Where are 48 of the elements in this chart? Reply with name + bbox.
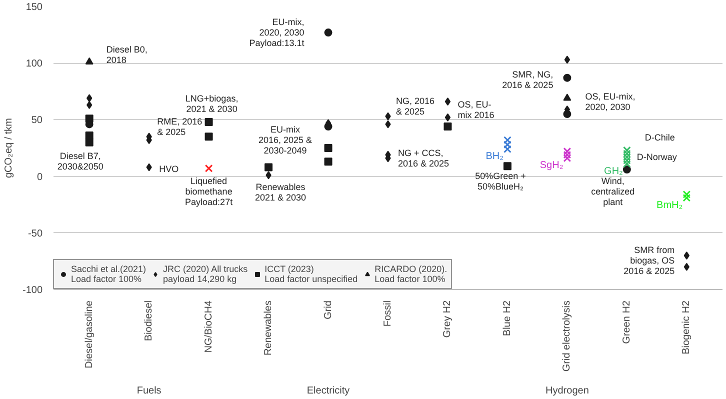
- legend-label: RICARDO (2020). Load factor 100%: [374, 264, 448, 284]
- x-tick-label: Fossil: [382, 300, 394, 327]
- annotation: Wind, centralized plant: [591, 176, 635, 208]
- annotation: EU-mix, 2020, 2030 Payload:13.1t: [249, 17, 305, 48]
- series-label: BH₂: [486, 151, 504, 162]
- annotation: SMR from biogas, OS 2016 & 2025: [624, 245, 675, 276]
- text: Hydrogen: [546, 386, 589, 396]
- annotation: OS, EU-mix, 2020, 2030: [585, 91, 636, 112]
- legend-label: JRC (2020) All trucks payload 14,290 kg: [163, 264, 248, 284]
- series-label: SgH₂: [540, 160, 564, 172]
- annotation: SMR, NG, 2016 & 2025: [502, 70, 554, 90]
- annotation: RME, 2016 & 2025: [157, 116, 202, 137]
- annotation: NG + CCS, 2016 & 2025: [398, 148, 450, 168]
- annotation: LNG+biogas, 2021 & 2030: [185, 94, 238, 114]
- annotation: Diesel B0, 2018: [106, 44, 148, 66]
- y-tick-label: -50: [28, 228, 43, 240]
- x-tick-label: Biodiesel: [144, 300, 155, 342]
- annotation: NG, 2016 & 2025: [396, 96, 435, 117]
- y-tick-label: 50: [31, 115, 43, 126]
- x-tick-label: Biogenic H2: [681, 300, 692, 354]
- x-tick-label: Renewables: [263, 300, 274, 356]
- annotation: Diesel B7, 2030&2050: [57, 151, 104, 172]
- y-tick-label: 100: [26, 58, 43, 70]
- x-tick-label: Grid electrolysis: [562, 300, 573, 372]
- y-tick-label: 0: [36, 172, 43, 183]
- annotation: D-Norway: [636, 152, 678, 162]
- annotation: 50%Green + 50%BlueH₂: [475, 170, 526, 192]
- text: Electricity: [306, 386, 350, 396]
- x-tick-label: Diesel/gasoline: [84, 300, 95, 368]
- y-axis-title: gCO₂eq / tkm: [3, 118, 14, 178]
- x-tick-label: Grid: [322, 300, 334, 320]
- x-tick-label: Green H2: [621, 300, 632, 344]
- annotation: Liquefied biomethane Payload:27t: [185, 176, 234, 207]
- series-label: GH₂: [604, 166, 624, 177]
- series-label: BmH₂: [656, 200, 683, 211]
- legend-label: Sacchi et al.(2021) Load factor 100%: [71, 264, 146, 284]
- legend-label: ICCT (2023) Load factor unspecified: [264, 264, 358, 284]
- x-tick-label: Blue H2: [502, 300, 513, 336]
- x-tick-label: Grey H2: [442, 300, 454, 338]
- y-tick-label: -100: [22, 285, 43, 296]
- text: Fuels: [136, 386, 162, 396]
- x-tick-label: NG/BioCH4: [203, 300, 214, 353]
- annotation: D-Chile: [644, 132, 675, 142]
- annotation: Renewables 2021 & 2030: [255, 182, 306, 202]
- annotation: EU-mix 2016, 2025 & 2030-2049: [258, 124, 312, 156]
- y-tick-label: 150: [26, 2, 43, 13]
- annotation: OS, EU- mix 2016: [458, 99, 494, 120]
- annotation: HVO: [159, 164, 179, 174]
